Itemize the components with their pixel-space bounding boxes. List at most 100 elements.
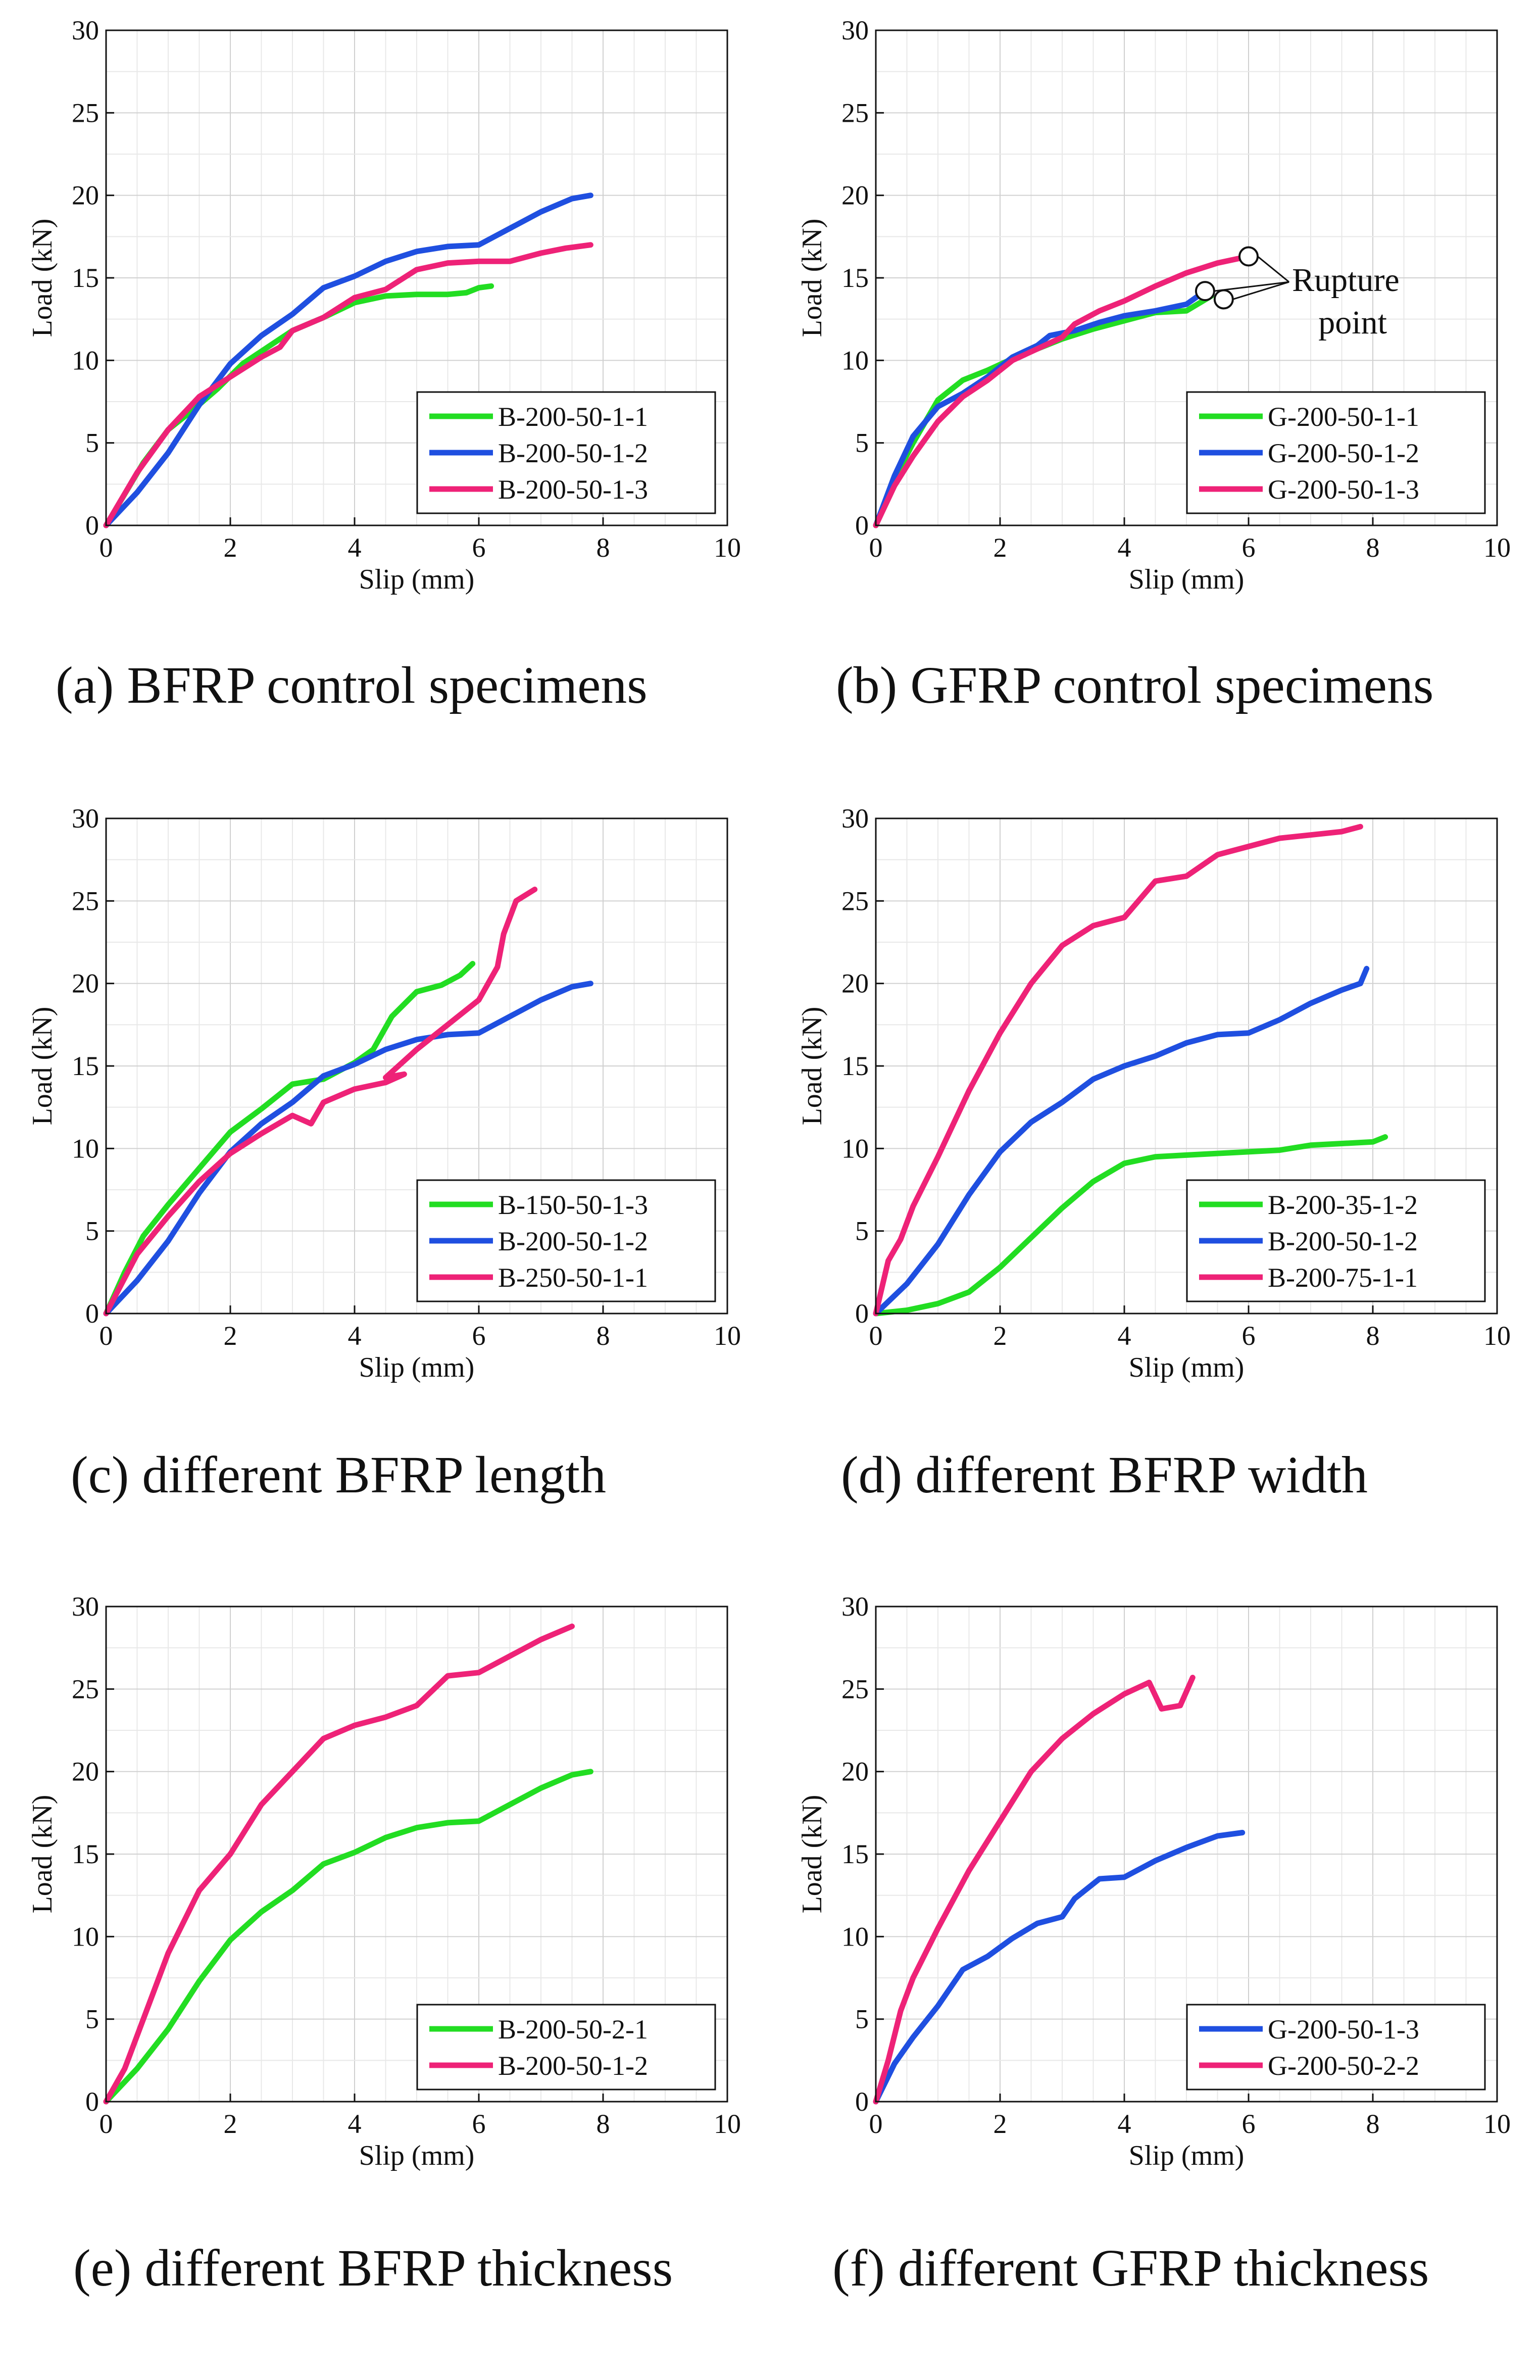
chart-c-svg: 0 2 4 6 8 10 0 5 10 15 20 25 30 Slip (mm) Load (kN) B-1… xyxy=(27,803,741,1383)
x-tick-label: 10 xyxy=(1483,532,1511,563)
x-axis-label: Slip (mm) xyxy=(1129,1352,1245,1383)
legend-entry: B-150-50-1-3 xyxy=(498,1190,648,1220)
legend-entry: B-200-75-1-1 xyxy=(1268,1262,1418,1293)
y-tick-label: 25 xyxy=(72,98,99,128)
x-tick-label: 6 xyxy=(1242,532,1256,563)
annotation-leader xyxy=(1214,281,1289,292)
legend: G-200-50-1-3 G-200-50-2-2 xyxy=(1186,2004,1486,2091)
y-axis-label: Load (kN) xyxy=(800,1007,828,1126)
chart-a-svg: 0 2 4 6 8 10 0 5 10 15 20 25 30 Slip (mm) Load (kN) B-2… xyxy=(27,15,741,595)
legend-entry: B-200-50-1-2 xyxy=(498,2051,648,2081)
x-tick-label: 8 xyxy=(1366,2109,1380,2139)
y-tick-label: 30 xyxy=(72,20,99,45)
x-tick-label: 8 xyxy=(597,1321,610,1351)
x-tick-label: 8 xyxy=(597,2109,610,2139)
caption-e: (e) different BFRP thickness xyxy=(73,2239,673,2297)
y-tick-label: 15 xyxy=(72,263,99,293)
legend-entry: B-250-50-1-1 xyxy=(498,1262,648,1293)
y-tick-label: 5 xyxy=(855,428,869,458)
y-axis-label: Load (kN) xyxy=(30,1007,58,1126)
chart-f-svg: 0 2 4 6 8 10 0 5 10 15 20 25 30 Slip (mm) Load (kN) G-2… xyxy=(797,1591,1511,2171)
x-tick-label: 6 xyxy=(472,532,486,563)
panel-c: 0 2 4 6 8 10 0 5 10 15 20 25 30 Slip (mm) Load (kN) B-1… xyxy=(27,803,748,1417)
y-tick-label: 20 xyxy=(72,968,99,999)
series-line-B-200-50-1-2 xyxy=(873,965,1370,1317)
y-tick-label: 5 xyxy=(85,2004,99,2034)
series-line-B-200-50-1-3 xyxy=(103,242,593,528)
chart-d-svg: 0 2 4 6 8 10 0 5 10 15 20 25 30 Slip (mm) Load (kN) B-2… xyxy=(797,803,1511,1383)
y-tick-label: 15 xyxy=(72,1839,99,1869)
x-axis-label: Slip (mm) xyxy=(1129,2140,1245,2171)
legend-entry: B-200-50-1-3 xyxy=(498,474,648,505)
series-line-G-200-50-1-3 xyxy=(873,1830,1246,2105)
y-tick-label: 5 xyxy=(855,2004,869,2034)
y-tick-label: 20 xyxy=(72,1757,99,1787)
series-line-B-200-50-2-1 xyxy=(103,1769,593,2105)
x-tick-label: 4 xyxy=(348,1321,362,1351)
legend-entry: B-200-50-2-1 xyxy=(498,2014,648,2045)
x-axis-label: Slip (mm) xyxy=(1129,564,1245,595)
x-tick-label: 6 xyxy=(472,2109,486,2139)
caption-b: (b) GFRP control specimens xyxy=(836,656,1434,714)
x-axis-label: Slip (mm) xyxy=(359,2140,475,2171)
series-line-B-150-50-1-3 xyxy=(103,961,476,1317)
series-line-G-200-50-1-3 xyxy=(873,254,1252,528)
x-tick-label: 10 xyxy=(1483,2109,1511,2139)
x-tick-label: 8 xyxy=(1366,1321,1380,1351)
x-tick-label: 0 xyxy=(869,532,883,563)
legend-entry: B-200-50-1-1 xyxy=(498,402,648,432)
x-tick-label: 2 xyxy=(224,2109,237,2139)
y-tick-label: 30 xyxy=(841,808,869,834)
y-tick-label: 0 xyxy=(85,510,99,541)
panel-f: 0 2 4 6 8 10 0 5 10 15 20 25 30 Slip (mm) Load (kN) G-2… xyxy=(797,1591,1517,2205)
y-tick-label: 30 xyxy=(72,1596,99,1622)
y-tick-label: 15 xyxy=(841,1839,869,1869)
y-tick-label: 0 xyxy=(85,1298,99,1329)
x-tick-label: 2 xyxy=(993,2109,1007,2139)
legend-entry: G-200-50-1-3 xyxy=(1268,2014,1419,2045)
x-tick-label: 6 xyxy=(472,1321,486,1351)
y-axis-label: Load (kN) xyxy=(800,219,828,337)
caption-d: (d) different BFRP width xyxy=(841,1446,1368,1504)
y-tick-label: 15 xyxy=(841,263,869,293)
x-tick-label: 2 xyxy=(224,1321,237,1351)
series-line-B-200-50-1-2 xyxy=(103,981,593,1317)
y-tick-label: 10 xyxy=(72,1921,99,1952)
y-tick-label: 0 xyxy=(855,2086,869,2117)
series-line-B-250-50-1-1 xyxy=(103,887,538,1317)
y-tick-label: 25 xyxy=(841,886,869,916)
y-tick-label: 0 xyxy=(855,510,869,541)
panel-d: 0 2 4 6 8 10 0 5 10 15 20 25 30 Slip (mm) Load (kN) B-2… xyxy=(797,803,1517,1417)
series-line-B-200-50-1-2 xyxy=(103,1623,575,2105)
y-tick-label: 20 xyxy=(72,180,99,211)
chart-e-svg: 0 2 4 6 8 10 0 5 10 15 20 25 30 Slip (mm) Load (kN) B-2… xyxy=(27,1591,741,2171)
y-tick-label: 25 xyxy=(72,1674,99,1704)
x-tick-label: 10 xyxy=(714,2109,741,2139)
series-line-B-200-50-1-2 xyxy=(103,192,593,528)
legend-box xyxy=(416,2004,716,2091)
y-axis-label: Load (kN) xyxy=(30,219,58,337)
y-tick-label: 25 xyxy=(841,98,869,128)
series-line-B-200-75-1-1 xyxy=(873,823,1363,1317)
legend-entry: G-200-50-1-1 xyxy=(1268,402,1419,432)
y-tick-label: 20 xyxy=(841,180,869,211)
series-line-B-200-35-1-2 xyxy=(873,1134,1388,1317)
panel-e: 0 2 4 6 8 10 0 5 10 15 20 25 30 Slip (mm) Load (kN) B-2… xyxy=(27,1591,748,2205)
x-axis-label: Slip (mm) xyxy=(359,564,475,595)
legend: G-200-50-1-1 G-200-50-1-2 G-200-50-1-3 xyxy=(1186,391,1486,514)
x-tick-label: 8 xyxy=(1366,532,1380,563)
legend-entry: B-200-50-1-2 xyxy=(1268,1226,1418,1256)
y-axis-label: Load (kN) xyxy=(30,1795,58,1914)
y-tick-label: 20 xyxy=(841,968,869,999)
x-tick-label: 2 xyxy=(993,1321,1007,1351)
y-tick-label: 30 xyxy=(841,1596,869,1622)
y-tick-label: 5 xyxy=(85,1216,99,1246)
x-tick-label: 2 xyxy=(224,532,237,563)
x-tick-label: 0 xyxy=(100,2109,113,2139)
series-line-G-200-50-1-2 xyxy=(873,288,1208,528)
x-tick-label: 8 xyxy=(597,532,610,563)
panel-a: 0 2 4 6 8 10 0 5 10 15 20 25 30 Slip (mm) Load (kN) B-2… xyxy=(27,15,748,629)
legend-entry: G-200-50-2-2 xyxy=(1268,2051,1419,2081)
legend: B-150-50-1-3 B-200-50-1-2 B-250-50-1-1 xyxy=(416,1179,716,1302)
